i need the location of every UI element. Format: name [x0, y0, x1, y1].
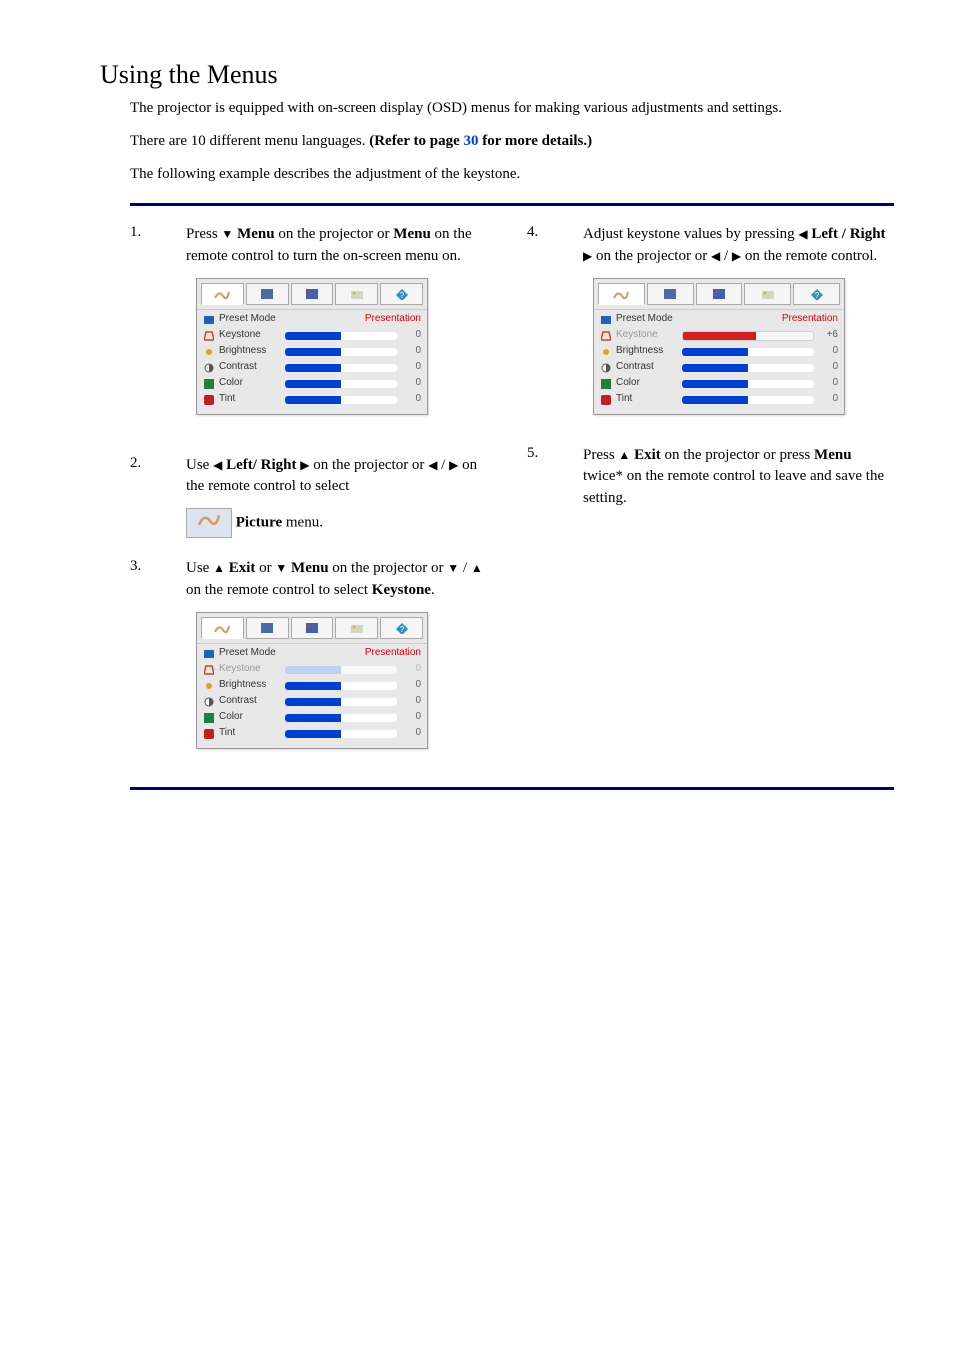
svg-text:?: ? [814, 291, 819, 300]
preset-icon [203, 314, 215, 326]
up-arrow-icon: ▲ [471, 560, 483, 577]
color-icon [203, 378, 215, 390]
tint-icon [203, 394, 215, 406]
intro2-refer: (Refer to page [369, 133, 463, 149]
picture-icon-box [186, 508, 232, 538]
left-arrow-icon: ◀ [711, 248, 720, 265]
intro2-text: There are 10 different menu languages. [130, 133, 369, 149]
divider-top [130, 203, 894, 206]
step-5-body: Press ▲ Exit on the projector or press M… [583, 445, 894, 510]
step-number-4: 4. [527, 224, 583, 415]
contrast-icon [203, 362, 215, 374]
svg-text:?: ? [399, 291, 404, 300]
intro-paragraph-1: The projector is equipped with on-screen… [130, 98, 894, 119]
osd-menu-screenshot-4: ? Preset Mode Presentation [593, 278, 894, 415]
down-arrow-icon: ▼ [447, 560, 459, 577]
keystone-icon [203, 330, 215, 342]
step-1-body: Press ▼ Menu on the projector or Menu on… [186, 224, 497, 415]
step-number-5: 5. [527, 445, 583, 510]
right-arrow-icon: ▶ [583, 248, 592, 265]
step-3-body: Use ▲ Exit or ▼ Menu on the projector or… [186, 558, 497, 749]
right-arrow-icon: ▶ [300, 457, 309, 474]
osd-tab-3 [291, 283, 334, 305]
down-arrow-icon: ▼ [221, 226, 233, 243]
step-number-1: 1. [130, 224, 186, 415]
osd-menu-screenshot-1: ? Preset Mode Presentation [196, 278, 497, 415]
osd-tab-5: ? [380, 283, 423, 305]
brightness-icon [203, 346, 215, 358]
osd-tab-2 [246, 283, 289, 305]
left-arrow-icon: ◀ [798, 226, 807, 243]
intro-paragraph-2: There are 10 different menu languages. (… [130, 131, 894, 152]
left-arrow-icon: ◀ [428, 457, 437, 474]
osd-tab-4 [335, 283, 378, 305]
intro-paragraph-3: The following example describes the adju… [130, 164, 894, 185]
page-link[interactable]: 30 [463, 133, 478, 149]
right-arrow-icon: ▶ [449, 457, 458, 474]
right-arrow-icon: ▶ [732, 248, 741, 265]
svg-text:?: ? [399, 625, 404, 634]
step-2-body: Use ◀ Left/ Right ▶ on the projector or … [186, 455, 497, 539]
step-number-2: 2. [130, 455, 186, 539]
step-4-body: Adjust keystone values by pressing ◀ Lef… [583, 224, 894, 415]
left-arrow-icon: ◀ [213, 457, 222, 474]
page-title: Using the Menus [100, 60, 894, 90]
down-arrow-icon: ▼ [275, 560, 287, 577]
osd-tab-picture [201, 283, 244, 305]
up-arrow-icon: ▲ [213, 560, 225, 577]
divider-bottom [130, 787, 894, 790]
step-number-3: 3. [130, 558, 186, 749]
intro2-end: for more details.) [478, 133, 592, 149]
osd-menu-screenshot-3: ? Preset Mode Presentation [196, 612, 497, 749]
up-arrow-icon: ▲ [618, 447, 630, 464]
